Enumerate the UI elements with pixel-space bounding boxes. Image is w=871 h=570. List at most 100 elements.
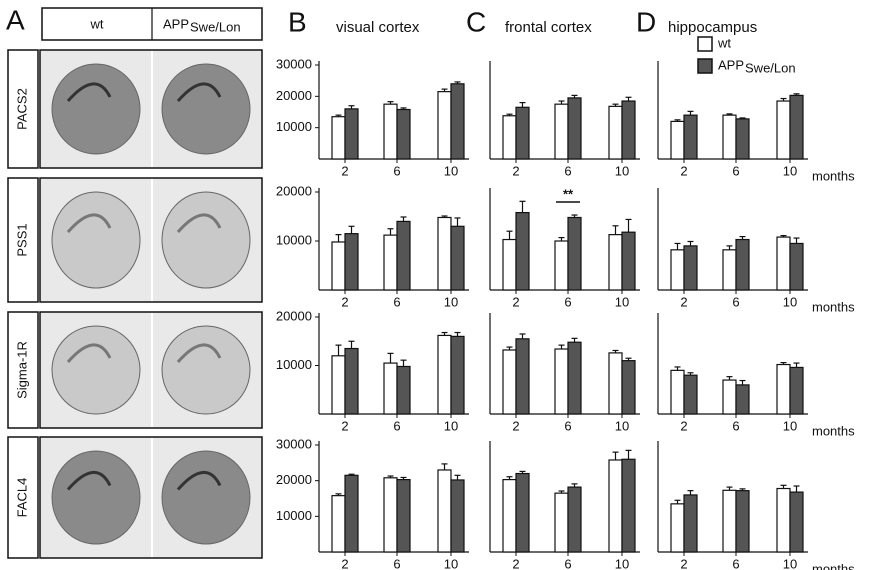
bar — [555, 241, 568, 290]
row-label: FACL4 — [14, 478, 29, 518]
bar — [568, 342, 581, 414]
legend-swatch — [698, 59, 712, 73]
x-tick-label: 10 — [444, 294, 458, 309]
legend-label: wt — [717, 35, 731, 50]
bar — [451, 336, 464, 414]
y-tick-label: 30000 — [276, 436, 312, 451]
header-app: APP — [163, 16, 189, 31]
legend-label-sub: Swe/Lon — [745, 60, 796, 75]
bar — [622, 232, 635, 290]
bar — [723, 115, 736, 159]
x-tick-label: 6 — [393, 163, 400, 178]
bar — [438, 470, 451, 552]
bar — [503, 480, 516, 552]
bar — [736, 240, 749, 290]
bar — [345, 349, 358, 414]
bar — [777, 237, 790, 290]
x-tick-label: 6 — [564, 163, 571, 178]
bar — [384, 478, 397, 552]
bar — [671, 370, 684, 414]
header-wt: wt — [90, 16, 104, 31]
column-title: visual cortex — [336, 19, 420, 36]
y-tick-label: 10000 — [276, 357, 312, 372]
bar — [555, 104, 568, 159]
x-tick-label: 10 — [444, 163, 458, 178]
bar — [736, 385, 749, 414]
bar — [397, 480, 410, 552]
x-tick-label: 6 — [732, 556, 739, 570]
bar — [516, 213, 529, 290]
bar — [384, 104, 397, 159]
x-tick-label: 2 — [680, 556, 687, 570]
x-tick-label: 6 — [393, 294, 400, 309]
brain-section — [52, 326, 140, 414]
x-tick-label: 6 — [564, 294, 571, 309]
row-label: Sigma-1R — [14, 341, 29, 399]
bar — [332, 496, 345, 552]
bar — [790, 367, 803, 414]
bar — [555, 493, 568, 552]
bar — [777, 101, 790, 159]
header-app-sub: Swe/Lon — [190, 19, 241, 34]
y-tick-label: 10000 — [276, 232, 312, 247]
brain-section — [162, 64, 250, 154]
x-axis-label: months — [812, 561, 855, 570]
bar — [684, 375, 697, 414]
bar — [609, 106, 622, 159]
bar — [671, 250, 684, 290]
y-tick-label: 20000 — [276, 472, 312, 487]
bar — [790, 492, 803, 552]
bar — [622, 101, 635, 159]
x-tick-label: 10 — [444, 556, 458, 570]
bar — [777, 365, 790, 414]
bar — [684, 115, 697, 159]
bar — [609, 235, 622, 290]
bar — [503, 350, 516, 414]
bar — [332, 242, 345, 290]
x-tick-label: 2 — [341, 556, 348, 570]
bar — [438, 335, 451, 414]
column-title: frontal cortex — [505, 19, 592, 36]
x-tick-label: 2 — [341, 418, 348, 433]
brain-section — [52, 192, 140, 288]
bar — [516, 339, 529, 414]
bar — [684, 495, 697, 552]
y-tick-label: 20000 — [276, 183, 312, 198]
bar — [332, 117, 345, 159]
bar — [503, 240, 516, 290]
x-tick-label: 2 — [341, 294, 348, 309]
column-letter: D — [636, 6, 656, 37]
bar — [609, 353, 622, 414]
x-tick-label: 10 — [615, 294, 629, 309]
x-tick-label: 10 — [615, 163, 629, 178]
bar — [790, 243, 803, 290]
column-letter: C — [466, 6, 486, 37]
x-tick-label: 2 — [680, 294, 687, 309]
x-tick-label: 2 — [680, 163, 687, 178]
bar — [609, 460, 622, 552]
x-tick-label: 2 — [680, 418, 687, 433]
row-label: PACS2 — [14, 88, 29, 130]
bar — [568, 487, 581, 552]
column-title: hippocampus — [668, 19, 757, 36]
bar — [568, 98, 581, 159]
x-tick-label: 6 — [393, 418, 400, 433]
legend-label: APP — [718, 57, 744, 72]
bar — [516, 107, 529, 159]
brain-section — [162, 192, 250, 288]
bar — [451, 480, 464, 552]
x-tick-label: 10 — [783, 418, 797, 433]
x-tick-label: 2 — [512, 294, 519, 309]
brain-section — [52, 64, 140, 154]
x-axis-label: months — [812, 423, 855, 438]
x-tick-label: 10 — [444, 418, 458, 433]
bar — [777, 489, 790, 552]
bar — [345, 475, 358, 552]
bar — [790, 95, 803, 159]
bar — [516, 474, 529, 552]
bar — [736, 119, 749, 159]
bar — [568, 217, 581, 290]
x-tick-label: 6 — [564, 418, 571, 433]
x-axis-label: months — [812, 168, 855, 183]
x-tick-label: 6 — [732, 294, 739, 309]
